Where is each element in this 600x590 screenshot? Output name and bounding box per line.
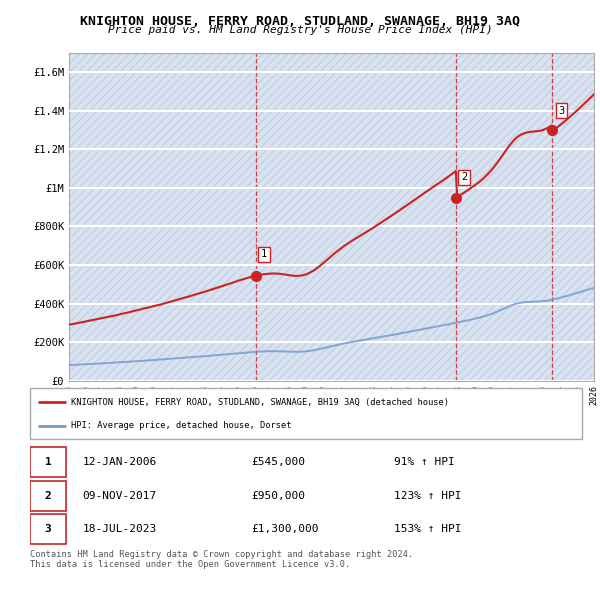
Text: 3: 3 <box>44 524 52 534</box>
Text: 12-JAN-2006: 12-JAN-2006 <box>82 457 157 467</box>
FancyBboxPatch shape <box>30 447 66 477</box>
Text: HPI: Average price, detached house, Dorset: HPI: Average price, detached house, Dors… <box>71 421 292 430</box>
Text: £1,300,000: £1,300,000 <box>251 524 319 534</box>
Text: Contains HM Land Registry data © Crown copyright and database right 2024.
This d: Contains HM Land Registry data © Crown c… <box>30 550 413 569</box>
Text: 1: 1 <box>261 249 267 259</box>
FancyBboxPatch shape <box>30 480 66 510</box>
Text: 1: 1 <box>44 457 52 467</box>
Text: KNIGHTON HOUSE, FERRY ROAD, STUDLAND, SWANAGE, BH19 3AQ: KNIGHTON HOUSE, FERRY ROAD, STUDLAND, SW… <box>80 15 520 28</box>
Text: KNIGHTON HOUSE, FERRY ROAD, STUDLAND, SWANAGE, BH19 3AQ (detached house): KNIGHTON HOUSE, FERRY ROAD, STUDLAND, SW… <box>71 398 449 407</box>
Text: 18-JUL-2023: 18-JUL-2023 <box>82 524 157 534</box>
Text: 123% ↑ HPI: 123% ↑ HPI <box>394 491 462 500</box>
Text: 91% ↑ HPI: 91% ↑ HPI <box>394 457 455 467</box>
Text: £950,000: £950,000 <box>251 491 305 500</box>
Text: 2: 2 <box>461 172 467 182</box>
FancyBboxPatch shape <box>30 514 66 544</box>
Text: Price paid vs. HM Land Registry's House Price Index (HPI): Price paid vs. HM Land Registry's House … <box>107 25 493 35</box>
Text: £545,000: £545,000 <box>251 457 305 467</box>
Text: 2: 2 <box>44 491 52 500</box>
Text: 09-NOV-2017: 09-NOV-2017 <box>82 491 157 500</box>
Text: 153% ↑ HPI: 153% ↑ HPI <box>394 524 462 534</box>
Text: 3: 3 <box>558 106 565 116</box>
